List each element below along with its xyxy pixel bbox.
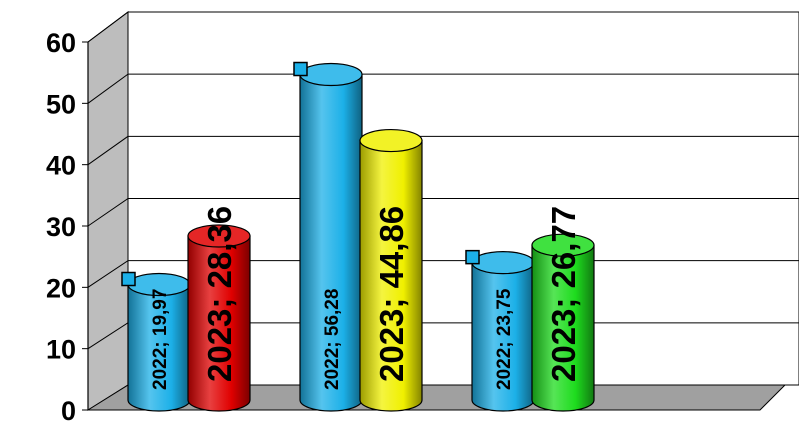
bar-body <box>187 235 251 412</box>
bars: 2022; 19,97 2023; 28,36 2022; 56,28 2023; 4… <box>121 61 595 412</box>
bar-cylinder: 2022; 23,75 <box>465 249 535 412</box>
y-tick-label: 20 <box>46 273 76 303</box>
bar-top <box>359 128 423 153</box>
data-label: 2023; 44,86 <box>373 206 410 382</box>
y-tick-label: 40 <box>46 151 76 181</box>
legend-key-marker <box>465 249 480 265</box>
bar-cylinder: 2023; 26,77 <box>531 206 595 412</box>
side-wall <box>87 11 129 411</box>
y-tick-label: 0 <box>61 396 76 423</box>
gridline-side <box>87 198 129 227</box>
legend-key-marker <box>293 61 308 77</box>
y-tick-label: 50 <box>46 89 76 119</box>
bar-top <box>299 62 363 87</box>
bar-cylinder: 2022; 19,97 <box>121 271 191 412</box>
bar-body <box>531 244 595 412</box>
y-tick-label: 10 <box>46 335 76 365</box>
bar-cylinder: 2023; 44,86 <box>359 128 423 412</box>
data-label: 2023; 28,36 <box>201 206 238 382</box>
y-tick-label: 30 <box>46 212 76 242</box>
bar-body <box>359 139 423 412</box>
gridline-side <box>87 260 129 288</box>
bar-cylinder: 2022; 56,28 <box>293 61 363 412</box>
gridline-side <box>87 11 129 43</box>
gridline-side <box>87 135 129 166</box>
legend-key-marker <box>121 271 136 287</box>
data-label: 2022; 56,28 <box>322 289 343 390</box>
y-axis: 0 10 20 30 40 50 60 <box>46 28 89 423</box>
floor <box>86 384 787 411</box>
data-label: 2023; 26,77 <box>545 206 582 382</box>
bar-top <box>471 251 535 275</box>
bar-top <box>531 233 595 257</box>
gridline-side <box>87 73 129 104</box>
bar-top <box>187 224 251 248</box>
y-tick-label: 60 <box>46 28 76 58</box>
data-label: 2022; 23,75 <box>494 288 515 390</box>
gridline-side <box>87 322 129 350</box>
bar-cylinder: 2023; 28,36 <box>187 206 251 412</box>
data-label: 2022; 19,97 <box>150 289 171 390</box>
